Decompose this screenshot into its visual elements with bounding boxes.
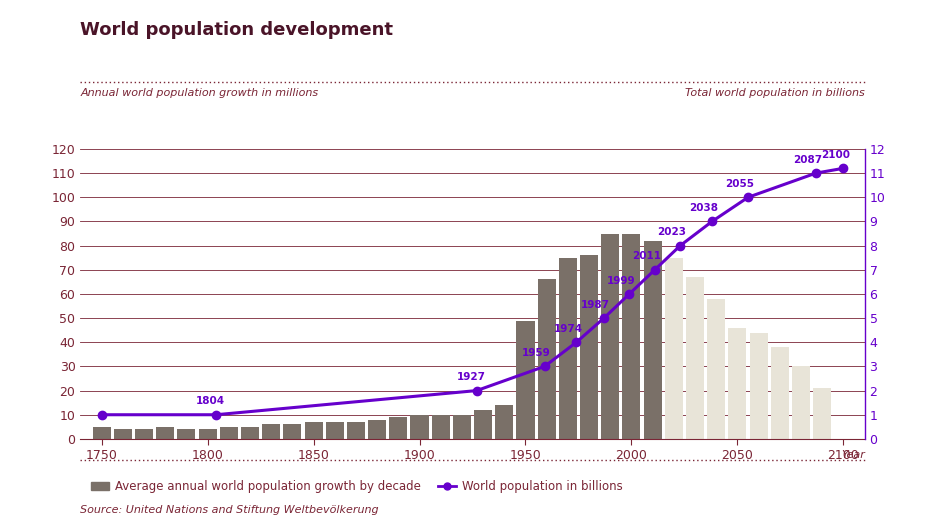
Bar	[93, 427, 110, 439]
Text: 1804: 1804	[195, 396, 225, 406]
Bar	[368, 420, 386, 439]
Bar	[389, 417, 407, 439]
Bar	[600, 234, 618, 439]
Bar	[135, 429, 153, 439]
Bar	[495, 405, 513, 439]
Bar	[219, 427, 238, 439]
Bar	[283, 425, 301, 439]
Bar	[685, 277, 703, 439]
Bar	[431, 415, 449, 439]
Text: 1927: 1927	[456, 372, 485, 383]
Bar	[706, 299, 725, 439]
Text: 2011: 2011	[632, 252, 660, 261]
Bar	[622, 234, 640, 439]
Bar	[558, 257, 576, 439]
Text: 2100: 2100	[819, 150, 849, 160]
Bar	[156, 427, 174, 439]
Bar	[241, 427, 259, 439]
Text: 1999: 1999	[606, 276, 634, 286]
Bar	[198, 429, 216, 439]
Bar	[304, 422, 322, 439]
Bar	[770, 347, 788, 439]
Text: 2055: 2055	[724, 179, 753, 189]
Text: Source: United Nations and Stiftung Weltbevölkerung: Source: United Nations and Stiftung Welt…	[80, 505, 379, 516]
Text: 2038: 2038	[688, 203, 717, 213]
Text: 1959: 1959	[521, 348, 550, 358]
Text: 1987: 1987	[581, 300, 610, 310]
Text: 1974: 1974	[553, 324, 582, 334]
Bar	[177, 429, 195, 439]
Bar	[113, 429, 131, 439]
Bar	[346, 422, 364, 439]
Text: 2023: 2023	[657, 227, 685, 237]
Bar	[665, 257, 683, 439]
Legend: Average annual world population growth by decade, World population in billions: Average annual world population growth b…	[86, 475, 627, 497]
Bar	[749, 332, 767, 439]
Text: 2087: 2087	[792, 155, 821, 165]
Bar	[813, 388, 831, 439]
Bar	[728, 328, 746, 439]
Text: Total world population in billions: Total world population in billions	[684, 88, 864, 98]
Text: Year: Year	[840, 450, 864, 460]
Bar	[261, 425, 279, 439]
Text: Annual world population growth in millions: Annual world population growth in millio…	[80, 88, 318, 98]
Bar	[643, 241, 661, 439]
Bar	[580, 255, 598, 439]
Bar	[326, 422, 344, 439]
Bar	[537, 279, 555, 439]
Bar	[474, 410, 492, 439]
Bar	[791, 367, 809, 439]
Bar	[516, 320, 534, 439]
Bar	[452, 415, 470, 439]
Bar	[410, 415, 428, 439]
Text: World population development: World population development	[80, 21, 393, 39]
